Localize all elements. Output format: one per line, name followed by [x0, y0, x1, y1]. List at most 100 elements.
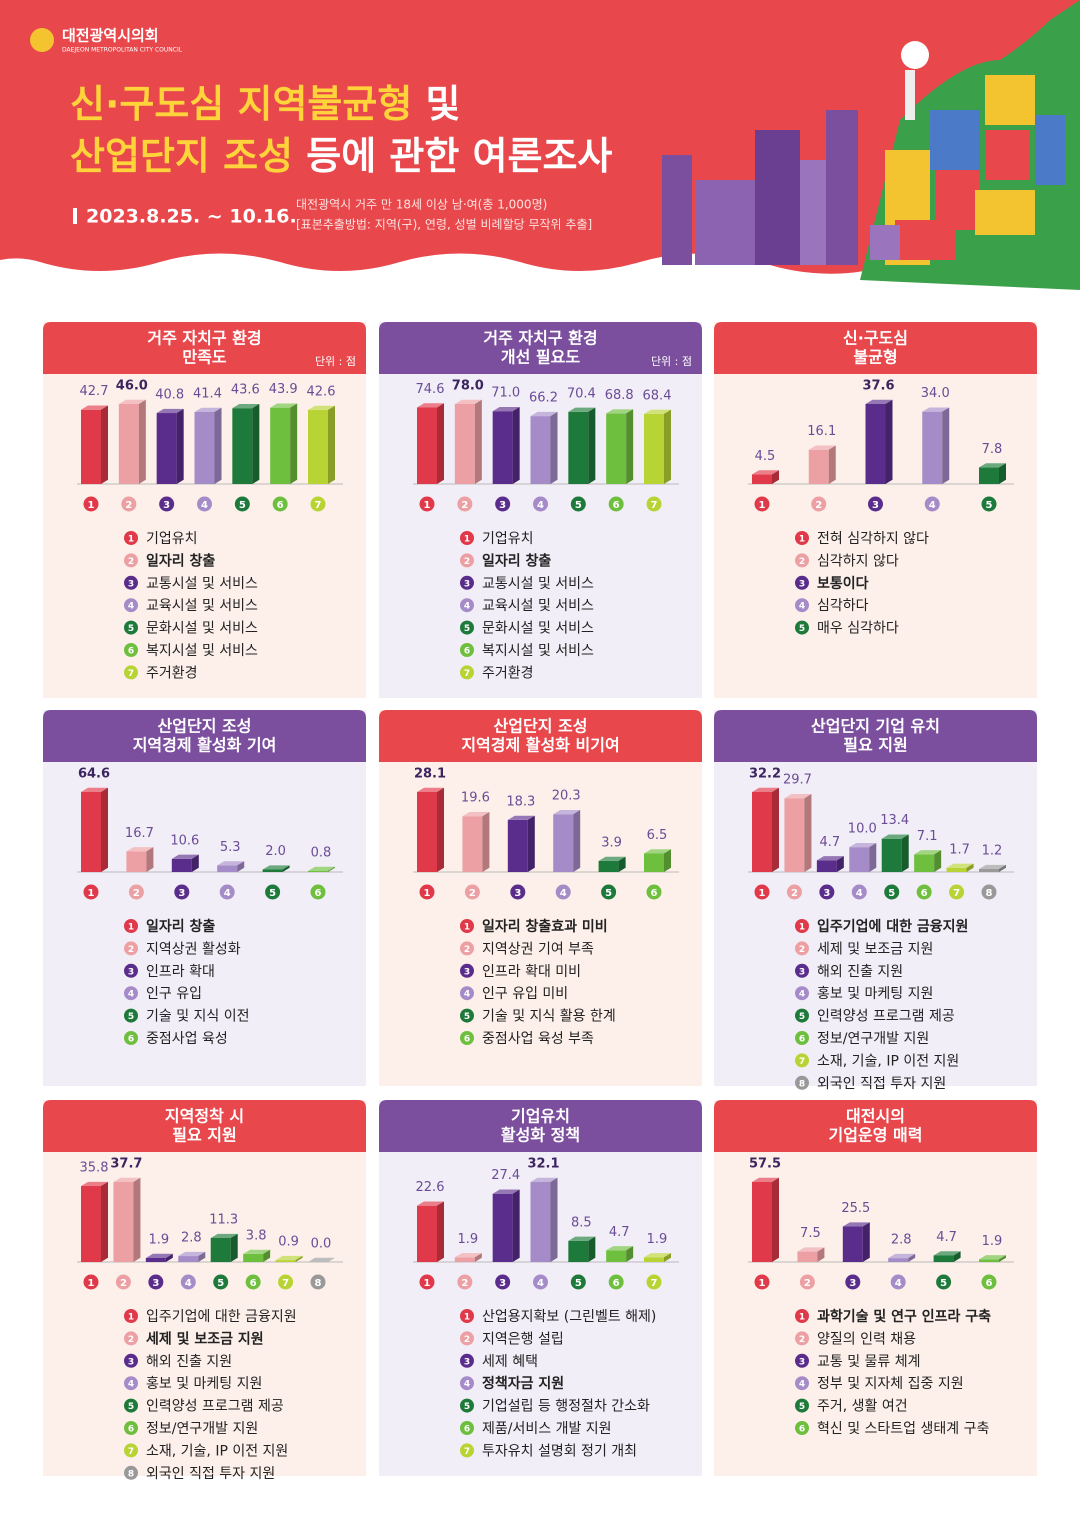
legend-number: 4 [128, 602, 134, 612]
legend-badge [124, 986, 138, 1001]
legend-label: 일자리 창출 [146, 918, 215, 935]
legend-label: 기업유치 [146, 531, 198, 547]
bar [454, 399, 482, 484]
bar-top [914, 850, 942, 855]
category-badge [310, 884, 326, 900]
legend-badge [460, 963, 474, 978]
legend-label: 해외 진출 지원 [146, 1354, 232, 1370]
bar-front [126, 851, 147, 872]
category-badge [936, 1274, 952, 1290]
bar [849, 842, 877, 872]
category-number: 3 [163, 500, 170, 511]
category-number: 3 [178, 888, 185, 899]
bar-front [156, 413, 177, 484]
legend-badge [460, 643, 474, 657]
panel-title: 개선 필요도 [501, 348, 580, 367]
panel-title: 거주 자치구 환경 [483, 329, 597, 348]
bar [922, 407, 950, 484]
legend-number: 1 [128, 923, 134, 933]
bar-top [922, 407, 950, 412]
title-em: 산업단지 조성 [70, 134, 293, 178]
category-badge [265, 884, 281, 900]
bar [979, 864, 1006, 872]
bar [598, 856, 626, 872]
legend-number: 2 [799, 557, 805, 567]
category-number: 3 [499, 1278, 506, 1289]
legend-number: 2 [464, 1335, 470, 1345]
bar [145, 1253, 173, 1262]
title-em: 신·구도심 지역불균형 [70, 82, 412, 126]
bar-front [979, 467, 999, 484]
value-label: 40.8 [155, 388, 184, 403]
bar [553, 810, 581, 872]
bar-front [210, 1238, 231, 1262]
bar-side [237, 861, 245, 872]
panel-title: 활성화 정책 [501, 1126, 580, 1145]
bar-top [454, 399, 482, 404]
bar-front [644, 1257, 664, 1262]
legend-label: 정부 및 지자체 집중 지원 [817, 1376, 964, 1392]
value-label: 74.6 [416, 382, 445, 397]
legend-number: 7 [128, 1447, 134, 1457]
legend-label: 복지시설 및 서비스 [146, 643, 258, 659]
legend-label: 보통이다 [817, 575, 869, 592]
unit: 단위 : 점 [651, 355, 692, 368]
category-badge [148, 1274, 164, 1290]
legend-label: 혁신 및 스타트업 생태계 구축 [817, 1421, 989, 1437]
category-number: 6 [986, 1278, 993, 1289]
value-label: 78.0 [452, 379, 484, 394]
bar-top [752, 1177, 779, 1182]
category-number: 6 [613, 500, 620, 511]
bar-side [328, 866, 335, 872]
panel-title: 산업단지 조성 [494, 717, 588, 736]
category-badge [646, 884, 662, 900]
bar-front [933, 1255, 954, 1262]
legend-badge [795, 1309, 809, 1323]
value-label: 29.7 [783, 773, 812, 788]
bar-top [81, 405, 108, 410]
legend-label: 홍보 및 마케팅 지원 [146, 1376, 262, 1392]
category-badge [213, 1274, 229, 1290]
category-badge [608, 496, 624, 512]
value-label: 7.1 [917, 829, 938, 844]
legend-number: 3 [799, 1357, 805, 1367]
bar-side [165, 1253, 173, 1262]
category-number: 1 [759, 1278, 766, 1289]
bar-front [492, 411, 513, 484]
legend-label: 소재, 기술, IP 이전 지원 [817, 1053, 959, 1069]
legend-badge [124, 1376, 138, 1391]
bar-front [888, 1258, 909, 1262]
category-badge [495, 496, 511, 512]
value-label: 43.6 [231, 383, 260, 398]
bar-front [553, 814, 574, 872]
category-badge [981, 496, 997, 512]
category-number: 5 [239, 500, 246, 511]
legend-number: 5 [128, 1012, 134, 1022]
category-number: 1 [88, 1278, 95, 1289]
legend-label: 세제 및 보조금 지원 [817, 941, 933, 957]
bar-front [644, 853, 664, 872]
bar-side [966, 863, 974, 872]
bar-side [138, 399, 146, 484]
category-badge [786, 884, 802, 900]
legend-number: 1 [128, 535, 134, 545]
value-label: 70.4 [567, 386, 596, 401]
category-number: 7 [953, 888, 960, 899]
category-badge [310, 1274, 326, 1290]
city [662, 41, 1065, 265]
legend-badge [124, 1309, 138, 1323]
legend-badge [124, 575, 138, 590]
legend-label: 인구 유입 [146, 986, 202, 1002]
legend-number: 5 [128, 624, 134, 634]
panel-header [379, 1100, 702, 1152]
bar-front [417, 407, 437, 484]
legend-badge [795, 986, 809, 1001]
legend-number: 3 [128, 967, 134, 977]
value-label: 71.0 [491, 386, 520, 401]
panel-header [379, 322, 702, 374]
bar-side [230, 1233, 238, 1262]
bar [933, 1251, 961, 1262]
